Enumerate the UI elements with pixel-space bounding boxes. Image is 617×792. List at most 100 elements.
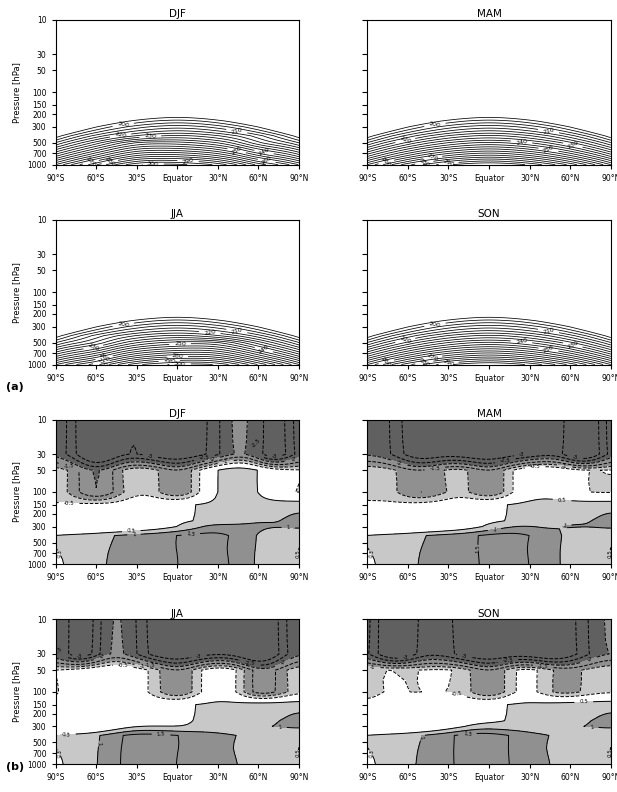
Text: 1: 1: [286, 525, 290, 531]
Text: 260: 260: [260, 155, 273, 166]
Text: -2: -2: [397, 460, 403, 466]
Text: 1: 1: [590, 724, 594, 729]
Text: -2.5: -2.5: [503, 658, 513, 663]
Text: -2.5: -2.5: [500, 458, 511, 463]
Text: 290: 290: [182, 158, 194, 165]
Text: 210: 210: [542, 327, 555, 335]
Text: 240: 240: [515, 139, 528, 146]
Text: -3: -3: [196, 653, 202, 659]
Text: 1: 1: [96, 742, 101, 745]
Text: -3: -3: [462, 653, 468, 659]
Text: 220: 220: [399, 336, 412, 345]
Text: 220: 220: [399, 135, 412, 145]
Text: -3: -3: [519, 452, 524, 457]
Title: SON: SON: [478, 609, 500, 619]
Text: 270: 270: [85, 156, 97, 168]
Text: 270: 270: [426, 352, 439, 363]
Text: (b): (b): [6, 762, 24, 772]
Text: 0.5: 0.5: [62, 732, 71, 737]
Text: 250: 250: [174, 341, 186, 347]
Title: MAM: MAM: [476, 9, 502, 19]
Text: -1: -1: [370, 664, 376, 670]
Text: 0.5: 0.5: [607, 748, 613, 757]
Title: DJF: DJF: [169, 9, 186, 19]
Text: 300: 300: [174, 361, 186, 367]
Text: 0.5: 0.5: [608, 549, 613, 558]
Text: 1: 1: [419, 735, 424, 740]
Text: 1: 1: [132, 532, 136, 537]
Text: 0.5: 0.5: [126, 528, 136, 534]
Text: 250: 250: [231, 146, 243, 156]
Text: 1: 1: [563, 524, 567, 529]
Y-axis label: Pressure [hPa]: Pressure [hPa]: [12, 62, 22, 123]
Text: 280: 280: [418, 158, 431, 168]
Text: 1: 1: [278, 724, 282, 729]
Text: 1: 1: [492, 527, 497, 532]
Text: -0.5: -0.5: [118, 663, 128, 668]
Text: 230: 230: [566, 340, 579, 350]
Text: 230: 230: [144, 133, 157, 139]
Text: 1.5: 1.5: [463, 731, 472, 737]
Text: 200: 200: [429, 321, 441, 328]
Text: -2.5: -2.5: [199, 455, 210, 461]
Text: -1.5: -1.5: [145, 662, 155, 668]
Text: 260: 260: [380, 356, 392, 367]
Text: -1: -1: [562, 463, 568, 469]
Text: -0.5: -0.5: [64, 501, 75, 506]
Text: 1.5: 1.5: [186, 531, 196, 538]
Text: 0.5: 0.5: [296, 549, 301, 558]
Text: 1.5: 1.5: [476, 544, 481, 553]
Text: 260: 260: [98, 352, 110, 364]
Text: 240: 240: [258, 345, 270, 355]
Text: 240: 240: [257, 147, 270, 157]
Text: 210: 210: [542, 128, 555, 135]
Text: -2: -2: [280, 660, 286, 665]
Text: 0.5: 0.5: [57, 548, 63, 558]
Text: 0.5: 0.5: [368, 748, 375, 758]
Text: 1.5: 1.5: [157, 732, 165, 737]
Text: 210: 210: [231, 128, 243, 135]
Text: 220: 220: [204, 329, 216, 336]
Title: DJF: DJF: [169, 409, 186, 419]
Title: MAM: MAM: [476, 409, 502, 419]
Text: 0.5: 0.5: [558, 497, 566, 503]
Text: 0.5: 0.5: [296, 748, 301, 757]
Text: -2.5: -2.5: [52, 646, 64, 657]
Text: 260: 260: [380, 156, 392, 168]
Text: 230: 230: [566, 140, 579, 150]
Text: 220: 220: [114, 131, 127, 139]
Text: -2.5: -2.5: [251, 438, 261, 449]
Text: -1.5: -1.5: [538, 664, 549, 669]
Text: 0.5: 0.5: [368, 548, 375, 558]
Text: -3: -3: [147, 453, 153, 459]
Text: -2: -2: [291, 456, 297, 462]
Y-axis label: Pressure [hPa]: Pressure [hPa]: [12, 661, 22, 722]
Title: SON: SON: [478, 209, 500, 219]
Title: JJA: JJA: [171, 209, 184, 219]
Text: 200: 200: [429, 121, 441, 128]
Text: -0.5: -0.5: [451, 691, 462, 698]
Text: 0.5: 0.5: [56, 748, 62, 758]
Text: 270: 270: [96, 356, 107, 368]
Text: 200: 200: [117, 321, 130, 328]
Title: JJA: JJA: [171, 609, 184, 619]
Text: 200: 200: [117, 121, 130, 128]
Y-axis label: Pressure [hPa]: Pressure [hPa]: [12, 462, 22, 523]
Text: 270: 270: [426, 153, 439, 162]
Y-axis label: Pressure [hPa]: Pressure [hPa]: [12, 261, 22, 322]
Text: -3: -3: [402, 655, 408, 660]
Text: -2: -2: [586, 657, 592, 662]
Text: 0.5: 0.5: [579, 699, 588, 705]
Text: 250: 250: [542, 145, 555, 154]
Text: 290: 290: [163, 357, 175, 364]
Text: 280: 280: [171, 353, 183, 360]
Text: 290: 290: [442, 359, 455, 367]
Text: -1.5: -1.5: [64, 463, 75, 470]
Text: (a): (a): [6, 382, 24, 392]
Text: 230: 230: [87, 342, 100, 352]
Text: -3: -3: [77, 653, 83, 659]
Text: -1: -1: [139, 664, 145, 668]
Text: -2.5: -2.5: [245, 661, 256, 666]
Text: 250: 250: [542, 345, 555, 354]
Text: 210: 210: [231, 327, 243, 335]
